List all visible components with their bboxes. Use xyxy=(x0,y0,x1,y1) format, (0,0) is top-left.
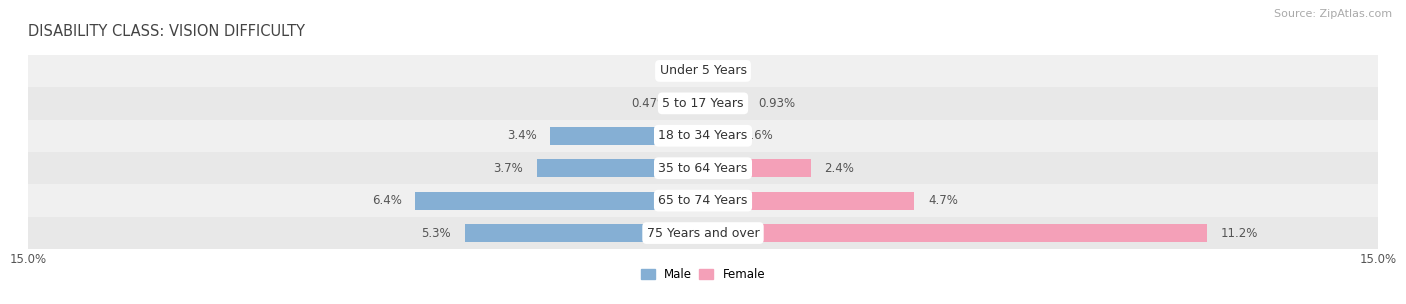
Text: 3.4%: 3.4% xyxy=(506,129,537,142)
Text: 75 Years and over: 75 Years and over xyxy=(647,226,759,240)
Bar xyxy=(28,152,1378,185)
Bar xyxy=(703,95,745,112)
Text: 5 to 17 Years: 5 to 17 Years xyxy=(662,97,744,110)
Text: 0.6%: 0.6% xyxy=(744,129,773,142)
Bar xyxy=(464,224,703,242)
Text: DISABILITY CLASS: VISION DIFFICULTY: DISABILITY CLASS: VISION DIFFICULTY xyxy=(28,24,305,39)
Legend: Male, Female: Male, Female xyxy=(636,264,770,286)
Bar xyxy=(703,192,914,209)
Text: 0.0%: 0.0% xyxy=(717,64,747,78)
Bar xyxy=(28,185,1378,217)
Text: 35 to 64 Years: 35 to 64 Years xyxy=(658,162,748,175)
Bar xyxy=(550,127,703,145)
Text: 0.47%: 0.47% xyxy=(631,97,668,110)
Bar xyxy=(703,159,811,177)
Bar xyxy=(28,87,1378,119)
Bar xyxy=(703,127,730,145)
Text: 5.3%: 5.3% xyxy=(422,226,451,240)
Text: Under 5 Years: Under 5 Years xyxy=(659,64,747,78)
Bar xyxy=(28,217,1378,249)
Bar xyxy=(682,95,703,112)
Bar xyxy=(415,192,703,209)
Text: Source: ZipAtlas.com: Source: ZipAtlas.com xyxy=(1274,9,1392,19)
Text: 2.4%: 2.4% xyxy=(824,162,855,175)
Text: 6.4%: 6.4% xyxy=(371,194,402,207)
Text: 4.7%: 4.7% xyxy=(928,194,957,207)
Bar xyxy=(537,159,703,177)
Text: 3.7%: 3.7% xyxy=(494,162,523,175)
Text: 0.0%: 0.0% xyxy=(659,64,689,78)
Bar xyxy=(703,224,1206,242)
Text: 0.93%: 0.93% xyxy=(758,97,796,110)
Bar xyxy=(28,55,1378,87)
Text: 65 to 74 Years: 65 to 74 Years xyxy=(658,194,748,207)
Text: 18 to 34 Years: 18 to 34 Years xyxy=(658,129,748,142)
Text: 11.2%: 11.2% xyxy=(1220,226,1258,240)
Bar xyxy=(28,119,1378,152)
